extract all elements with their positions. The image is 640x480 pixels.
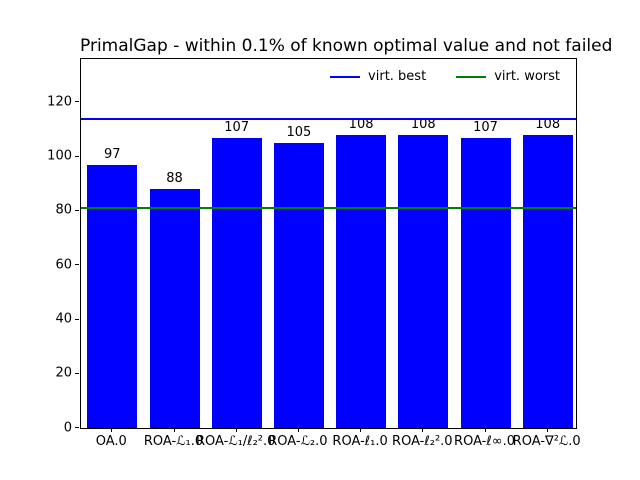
y-tick-mark	[75, 209, 79, 211]
y-tick-label: 120	[47, 94, 72, 110]
x-tick-label: OA.0	[95, 434, 127, 449]
y-tick-mark	[75, 427, 79, 428]
legend-item: virt. worst	[456, 69, 560, 84]
x-tick-mark	[297, 428, 299, 432]
bar-value-label: 108	[410, 117, 436, 132]
bar-value-label: 97	[104, 146, 121, 162]
x-tick-label: ROA-ℓ₁.0	[332, 434, 388, 449]
y-tick-mark	[75, 264, 79, 266]
x-tick-mark	[546, 428, 548, 432]
bar-value-label: 107	[473, 119, 498, 135]
x-tick-mark	[235, 428, 237, 432]
x-tick-mark	[360, 428, 362, 432]
bar-value-label: 108	[535, 117, 561, 132]
bar	[149, 189, 200, 428]
bar	[460, 137, 511, 428]
bar-value-label: 105	[286, 125, 312, 141]
x-tick-mark	[173, 428, 175, 432]
x-tick-mark	[484, 428, 486, 432]
virt-best-line	[81, 117, 576, 120]
chart-title: PrimalGap - within 0.1% of known optimal…	[80, 36, 613, 56]
x-tick-label: ROA-ℓ₂².0	[392, 434, 453, 449]
x-tick-mark	[422, 428, 424, 432]
legend: virt. best virt. worst	[326, 67, 564, 86]
legend-label: virt. best	[368, 69, 427, 84]
x-tick-label: ROA-ℒ₁.0	[143, 434, 204, 449]
bar	[273, 143, 324, 428]
x-tick-label: ROA-ℒ₁/ℓ₂².0	[195, 434, 276, 449]
y-tick-label: 100	[47, 148, 72, 164]
x-tick-label: ROA-ℓ∞.0	[454, 434, 515, 449]
legend-item: virt. best	[330, 69, 426, 84]
bar	[522, 135, 573, 428]
bar-value-label: 107	[224, 119, 250, 135]
plot-area: 97 88 107 105 108 108 107 108 virt. best virt. w…	[80, 58, 577, 429]
y-tick-mark	[75, 101, 79, 103]
y-tick-mark	[75, 155, 79, 157]
y-tick-label: 0	[63, 420, 72, 435]
y-tick-mark	[75, 318, 79, 320]
y-tick-label: 60	[55, 257, 72, 273]
y-tick-label: 40	[55, 311, 72, 327]
bar-value-label: 108	[348, 117, 374, 132]
legend-label: virt. worst	[494, 69, 560, 84]
bar	[211, 137, 262, 428]
x-tick-label: ROA-ℒ₂.0	[268, 434, 328, 449]
y-tick-label: 80	[55, 202, 72, 218]
bar	[87, 164, 138, 428]
bar	[336, 135, 387, 428]
bar-value-label: 88	[166, 171, 183, 187]
y-tick-mark	[75, 372, 79, 374]
y-tick-label: 20	[55, 365, 72, 381]
virt-best-legend-line-icon	[330, 75, 361, 78]
x-tick-label: ROA-∇²ℒ.0	[512, 434, 581, 449]
bar	[398, 135, 449, 428]
virt-worst-legend-line-icon	[456, 75, 487, 78]
x-tick-mark	[111, 428, 113, 432]
virt-worst-line	[81, 207, 576, 210]
